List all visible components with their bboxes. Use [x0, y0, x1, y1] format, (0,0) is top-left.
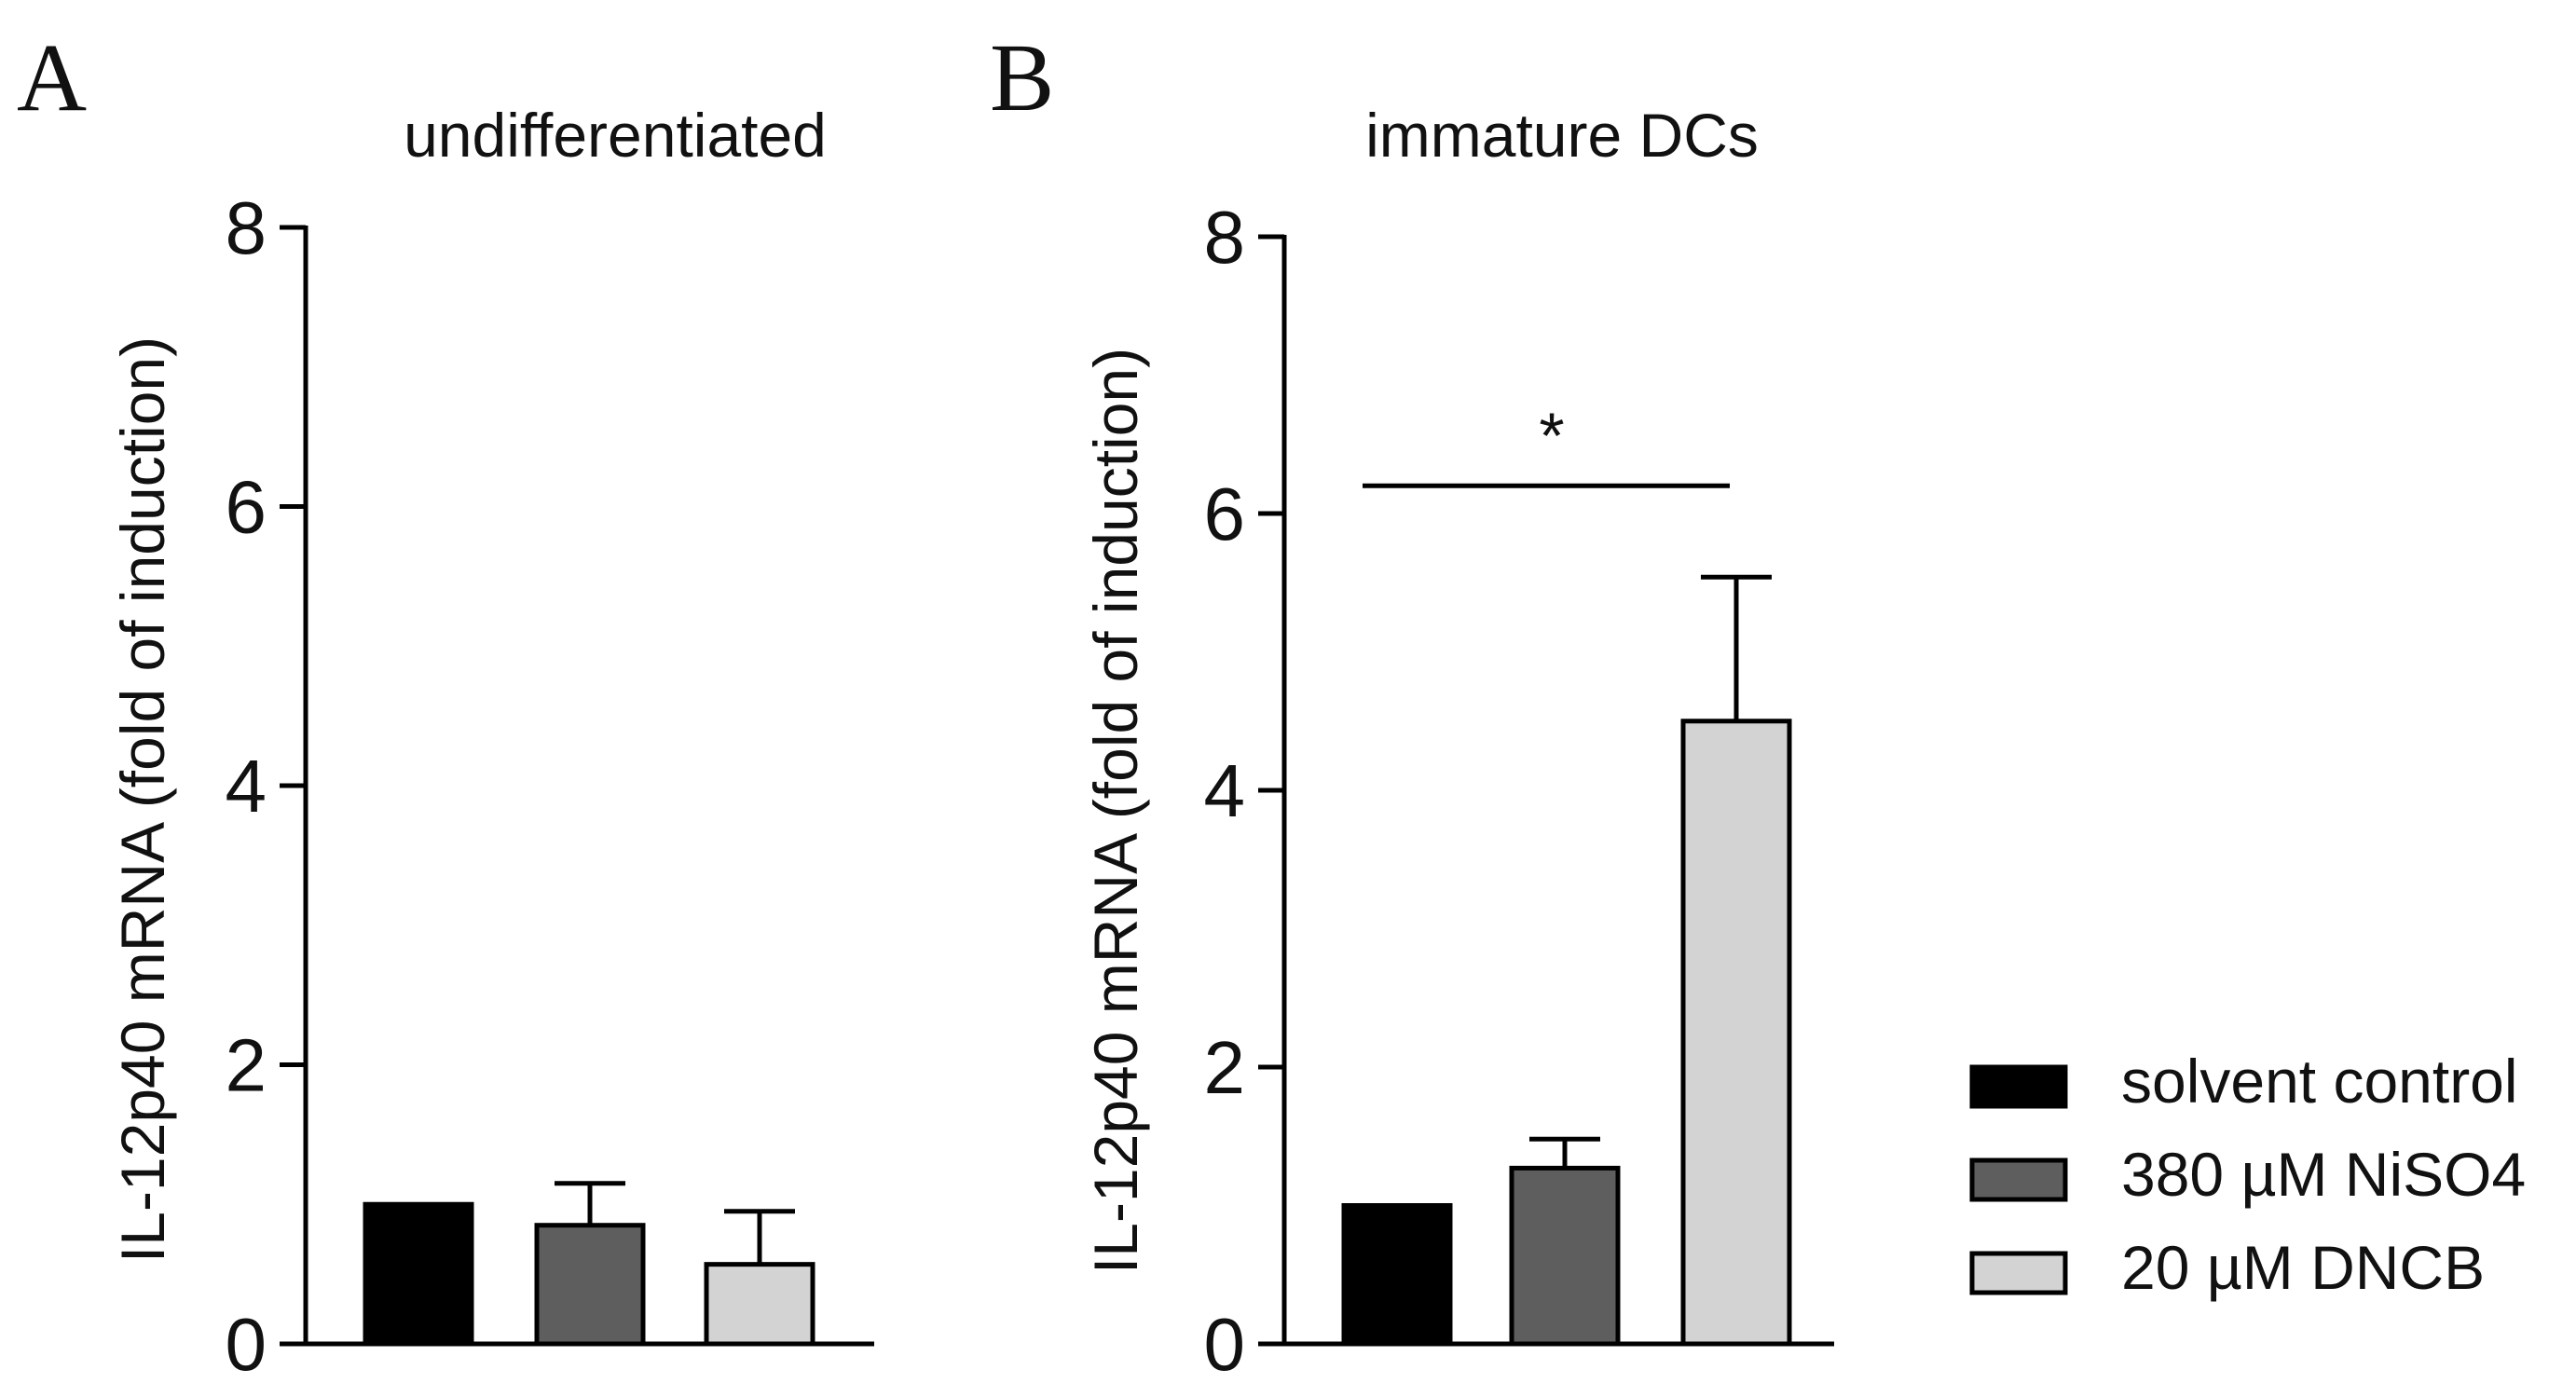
- y-tick-label: 2: [226, 1024, 267, 1107]
- y-tick-label: 6: [226, 466, 267, 549]
- y-tick-label: 0: [226, 1303, 267, 1386]
- legend-swatch-3: [1969, 1251, 2068, 1295]
- legend-swatch-2: [1969, 1157, 2068, 1202]
- y-tick-label: 0: [1204, 1303, 1246, 1386]
- y-tick-label: 6: [1204, 473, 1246, 555]
- panel-b: B immature DCs IL-12p40 mRNA (fold of in…: [990, 24, 1834, 1386]
- significance-star: *: [1539, 399, 1564, 472]
- legend-swatch-1: [1969, 1064, 2068, 1109]
- panel-a: A undifferentiated IL-12p40 mRNA (fold o…: [17, 24, 874, 1386]
- panel-b-title: immature DCs: [1365, 101, 1759, 170]
- panel-a-error-bar-2: [555, 1181, 625, 1226]
- panel-a-bar-3: [704, 1262, 815, 1347]
- y-tick-label: 4: [1204, 749, 1246, 832]
- panel-b-bar-3: [1680, 719, 1792, 1347]
- legend: solvent control 380 µM NiSO4 20 µM DNCB: [1969, 1047, 2526, 1302]
- legend-label-3: 20 µM DNCB: [2121, 1233, 2485, 1302]
- panel-a-title: undifferentiated: [404, 101, 827, 170]
- panel-b-error-bar-2: [1529, 1136, 1600, 1169]
- legend-label-1: solvent control: [2121, 1047, 2518, 1116]
- y-tick-label: 8: [1204, 196, 1246, 279]
- panel-a-bar-2: [534, 1223, 646, 1347]
- panel-b-plot: 0 2 4 6 8 *: [1204, 196, 1834, 1386]
- y-tick-label: 8: [226, 186, 267, 269]
- y-tick-label: 4: [226, 745, 267, 828]
- y-tick-label: 2: [1204, 1026, 1246, 1109]
- panel-a-error-bar-3: [724, 1209, 795, 1265]
- panel-b-y-axis-label: IL-12p40 mRNA (fold of induction): [1081, 348, 1150, 1274]
- panel-b-error-bar-3: [1701, 574, 1772, 721]
- panel-a-plot: 0 2 4 6 8: [226, 186, 874, 1386]
- panel-b-bar-1: [1341, 1203, 1453, 1347]
- panel-b-bar-2: [1509, 1165, 1621, 1347]
- panel-a-y-axis-label: IL-12p40 mRNA (fold of induction): [108, 336, 177, 1263]
- panel-b-label: B: [990, 24, 1054, 131]
- legend-label-2: 380 µM NiSO4: [2121, 1140, 2526, 1209]
- panel-a-label: A: [17, 24, 87, 131]
- panel-a-bar-1: [363, 1201, 474, 1347]
